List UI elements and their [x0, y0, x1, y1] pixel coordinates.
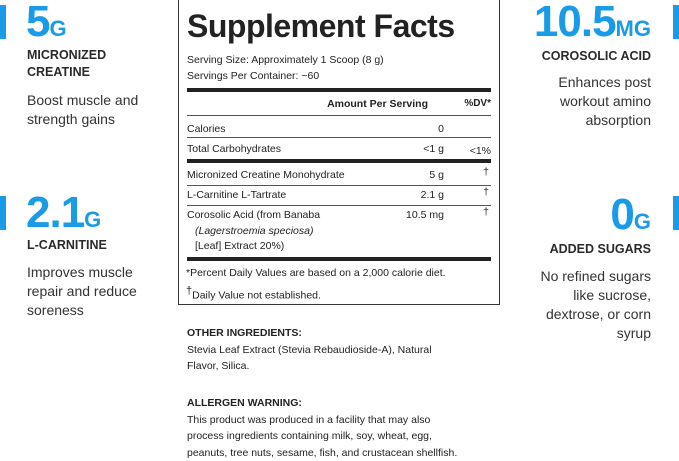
desc-line: strength gains — [27, 111, 115, 127]
desc-line: soreness — [27, 302, 84, 318]
row-name-botanical: (Lagerstroemia speciosa) — [195, 225, 314, 237]
facts-title: Supplement Facts — [187, 8, 455, 44]
callout-sugars-label: ADDED SUGARS — [550, 241, 651, 258]
value: 10.5 — [533, 0, 617, 46]
callout-creatine-label: MICRONIZED CREATINE — [27, 47, 106, 81]
row-name-part: [Leaf] Extract 20%) — [195, 240, 285, 252]
desc-line: absorption — [585, 112, 651, 128]
desc-line: syrup — [616, 325, 651, 341]
callout-carnitine-desc: Improves muscle repair and reduce soreness — [27, 263, 137, 320]
label-line: COROSOLIC ACID — [541, 49, 651, 63]
unit: G — [633, 209, 651, 234]
value: 2.1 — [26, 188, 85, 237]
label-line: L-CARNITINE — [27, 238, 107, 252]
callout-corosolic-label: COROSOLIC ACID — [542, 48, 651, 65]
desc-line: Improves muscle — [27, 264, 133, 280]
row-amount: 0 — [438, 123, 444, 135]
footnote-text: Daily Value not established. — [192, 289, 321, 302]
desc-line: repair and reduce — [27, 283, 137, 299]
callout-corosolic-value: 10.5MG — [534, 0, 651, 51]
dagger-symbol: † — [186, 285, 193, 297]
row-dv: † — [483, 186, 489, 198]
callout-corosolic-desc: Enhances post workout amino absorption — [558, 73, 651, 130]
row-dv: † — [483, 166, 489, 178]
accent-bar — [0, 5, 6, 39]
desc-line: like sucrose, — [573, 287, 651, 303]
header-amount: Amount Per Serving — [327, 98, 428, 110]
label-line: CREATINE — [27, 65, 90, 79]
divider-thick — [187, 159, 491, 163]
value: 5 — [26, 0, 51, 46]
accent-bar — [0, 196, 6, 230]
accent-bar — [673, 196, 679, 230]
row-name: Calories — [187, 123, 226, 135]
row-name: Micronized Creatine Monohydrate — [187, 169, 345, 181]
value: 0 — [610, 190, 635, 239]
other-ingredients: OTHER INGREDIENTS: Stevia Leaf Extract (… — [187, 325, 507, 375]
callout-carnitine-label: L-CARNITINE — [27, 237, 107, 254]
desc-line: Enhances post — [558, 74, 651, 90]
row-amount: 5 g — [429, 169, 444, 181]
allergen-heading: ALLERGEN WARNING: — [187, 397, 302, 409]
callout-creatine-desc: Boost muscle and strength gains — [27, 91, 138, 129]
divider — [187, 137, 491, 138]
callout-sugars-desc: No refined sugars like sucrose, dextrose, … — [540, 267, 651, 343]
callout-carnitine-value: 2.1G — [26, 191, 101, 242]
text-line: Stevia Leaf Extract (Stevia Rebaudioside… — [187, 343, 432, 356]
unit: G — [84, 207, 102, 232]
text-line: Flavor, Silica. — [187, 360, 250, 372]
callout-creatine-value: 5G — [26, 0, 67, 51]
row-dv: † — [483, 206, 489, 218]
serving-size: Serving Size: Approximately 1 Scoop (8 g… — [187, 54, 384, 66]
row-amount: 2.1 g — [420, 189, 444, 201]
row-name: Total Carbohydrates — [187, 143, 281, 155]
row-name: L-Carnitine L-Tartrate — [187, 189, 287, 201]
row-dv: <1% — [469, 145, 491, 157]
label-line: ADDED SUGARS — [549, 242, 651, 256]
desc-line: dextrose, or corn — [545, 306, 651, 322]
desc-line: Boost muscle and — [27, 92, 139, 108]
row-amount: <1 g — [423, 143, 444, 155]
header-dv: %DV* — [464, 98, 491, 109]
row-amount: 10.5 mg — [406, 209, 444, 221]
divider-thick — [187, 257, 491, 261]
allergen-warning: ALLERGEN WARNING: This product was produ… — [187, 395, 527, 461]
text-line: process ingredients containing milk, soy… — [187, 430, 432, 442]
supplement-facts-panel: Supplement Facts Serving Size: Approxima… — [178, 0, 500, 305]
divider-thick — [187, 88, 491, 92]
accent-bar — [673, 5, 679, 39]
divider — [187, 185, 491, 186]
servings-per-container: Servings Per Container: ~60 — [187, 70, 320, 82]
unit: G — [49, 16, 67, 41]
label-line: MICRONIZED — [27, 48, 107, 62]
unit: MG — [615, 16, 651, 41]
desc-line: No refined sugars — [540, 268, 651, 284]
divider — [187, 115, 491, 116]
callout-sugars-value: 0G — [610, 193, 651, 244]
row-name: Corosolic Acid (from Banaba — [187, 209, 321, 221]
divider — [187, 205, 491, 206]
text-line: peanuts, tree nuts, sesame, fish, and cr… — [187, 446, 458, 459]
other-ingredients-heading: OTHER INGREDIENTS: — [187, 327, 302, 339]
desc-line: workout amino — [559, 93, 651, 109]
text-line: This product was produced in a facility … — [187, 413, 431, 426]
footnote-dagger: †Daily Value not established. — [186, 284, 321, 303]
footnote-dv: *Percent Daily Values are based on a 2,0… — [186, 267, 446, 279]
